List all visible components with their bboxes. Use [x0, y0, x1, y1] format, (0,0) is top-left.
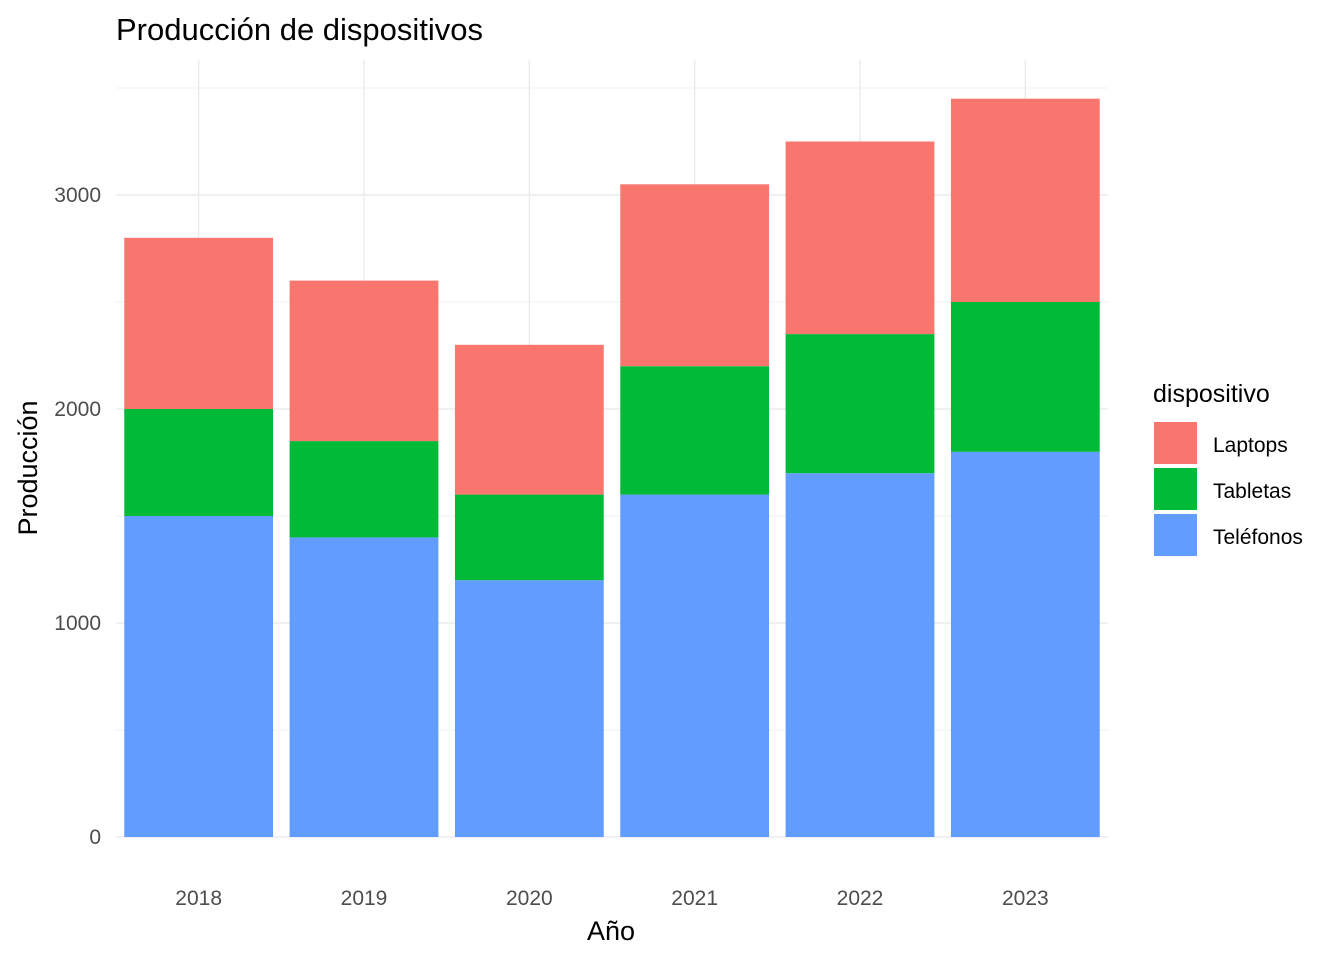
legend-label: Tabletas — [1213, 480, 1291, 503]
bar-2018-tabletas — [124, 409, 274, 516]
x-tick-label: 2019 — [341, 887, 388, 910]
bar-2018-laptops — [124, 237, 274, 409]
bar-2019-laptops — [289, 280, 439, 442]
bar-2022-tabletas — [785, 334, 935, 474]
chart-title: Producción de dispositivos — [116, 12, 483, 47]
x-tick-label: 2018 — [175, 887, 222, 910]
bars — [124, 98, 1100, 837]
x-tick-label: 2023 — [1002, 887, 1049, 910]
legend: dispositivo Laptops Tabletas Teléfonos — [1153, 380, 1303, 556]
legend-items: Laptops Tabletas Teléfonos — [1154, 422, 1303, 556]
bar-2020-teléfonos — [454, 580, 604, 837]
bar-2023-teléfonos — [950, 451, 1100, 837]
y-axis-ticks: 0 1000 2000 3000 — [54, 184, 101, 849]
bar-2021-teléfonos — [620, 494, 770, 837]
x-axis-ticks: 2018 2019 2020 2021 2022 2023 — [175, 887, 1048, 910]
bar-2023-laptops — [950, 98, 1100, 302]
y-tick-label: 0 — [89, 826, 101, 849]
legend-title: dispositivo — [1153, 380, 1270, 408]
legend-swatch-teléfonos — [1154, 514, 1197, 556]
bar-2020-tabletas — [454, 494, 604, 581]
bar-2021-tabletas — [620, 366, 770, 495]
legend-label: Laptops — [1213, 434, 1288, 457]
legend-label: Teléfonos — [1213, 526, 1303, 549]
x-axis-title: Año — [587, 916, 635, 946]
bar-2018-teléfonos — [124, 516, 274, 837]
bar-2022-laptops — [785, 141, 935, 335]
bar-2022-teléfonos — [785, 473, 935, 837]
legend-swatch-laptops — [1154, 422, 1197, 464]
x-tick-label: 2022 — [837, 887, 884, 910]
bar-2021-laptops — [620, 184, 770, 367]
bar-2020-laptops — [454, 344, 604, 495]
y-tick-label: 1000 — [54, 612, 101, 635]
bar-2019-tabletas — [289, 441, 439, 538]
bar-2023-tabletas — [950, 302, 1100, 452]
y-axis-title: Producción — [13, 400, 43, 535]
x-tick-label: 2021 — [671, 887, 718, 910]
y-tick-label: 3000 — [54, 184, 101, 207]
legend-swatch-tabletas — [1154, 468, 1197, 510]
bar-2019-teléfonos — [289, 537, 439, 837]
y-tick-label: 2000 — [54, 398, 101, 421]
x-tick-label: 2020 — [506, 887, 553, 910]
